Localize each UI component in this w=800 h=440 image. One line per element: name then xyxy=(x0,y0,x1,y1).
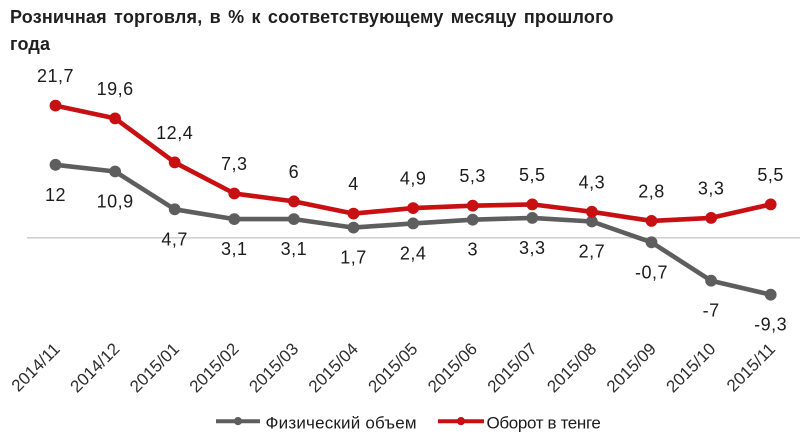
svg-text:5,5: 5,5 xyxy=(757,165,784,185)
svg-text:2015/06: 2015/06 xyxy=(424,339,481,396)
svg-text:1,7: 1,7 xyxy=(340,248,367,268)
svg-text:2015/04: 2015/04 xyxy=(305,339,362,396)
svg-text:2015/05: 2015/05 xyxy=(365,339,422,396)
svg-text:3,1: 3,1 xyxy=(221,239,248,259)
svg-text:-0,7: -0,7 xyxy=(635,262,668,282)
svg-text:Оборот в тенге: Оборот в тенге xyxy=(487,414,601,433)
svg-text:19,6: 19,6 xyxy=(97,79,134,99)
svg-text:2015/10: 2015/10 xyxy=(663,339,720,396)
svg-text:3,3: 3,3 xyxy=(698,178,725,198)
svg-text:4,3: 4,3 xyxy=(579,172,606,192)
svg-text:4: 4 xyxy=(348,174,359,194)
svg-text:2015/08: 2015/08 xyxy=(543,339,600,396)
svg-text:5,3: 5,3 xyxy=(459,166,486,186)
svg-text:7,3: 7,3 xyxy=(221,154,248,174)
svg-text:2015/11: 2015/11 xyxy=(723,339,779,395)
svg-text:12: 12 xyxy=(45,185,66,205)
svg-text:2015/01: 2015/01 xyxy=(126,339,183,396)
svg-text:-9,3: -9,3 xyxy=(754,315,787,335)
svg-text:2015/07: 2015/07 xyxy=(484,339,541,396)
svg-text:Физический объем: Физический объем xyxy=(266,414,417,433)
svg-text:2,7: 2,7 xyxy=(579,242,606,262)
svg-text:6: 6 xyxy=(289,162,300,182)
svg-text:2014/12: 2014/12 xyxy=(67,339,124,396)
svg-text:2015/02: 2015/02 xyxy=(186,339,243,396)
svg-text:4,9: 4,9 xyxy=(400,169,427,189)
svg-text:21,7: 21,7 xyxy=(37,66,74,86)
svg-text:3: 3 xyxy=(467,240,478,260)
svg-text:3,1: 3,1 xyxy=(281,239,308,259)
svg-text:4,7: 4,7 xyxy=(161,229,188,249)
svg-text:10,9: 10,9 xyxy=(97,192,134,212)
svg-text:2015/09: 2015/09 xyxy=(603,339,660,396)
svg-text:2015/03: 2015/03 xyxy=(245,339,302,396)
svg-text:5,5: 5,5 xyxy=(519,165,546,185)
svg-text:2,4: 2,4 xyxy=(400,243,427,263)
svg-text:-7: -7 xyxy=(703,301,720,321)
svg-text:3,3: 3,3 xyxy=(519,238,546,258)
svg-text:2,8: 2,8 xyxy=(638,181,665,201)
svg-text:2014/11: 2014/11 xyxy=(8,339,64,395)
svg-text:12,4: 12,4 xyxy=(156,123,193,143)
